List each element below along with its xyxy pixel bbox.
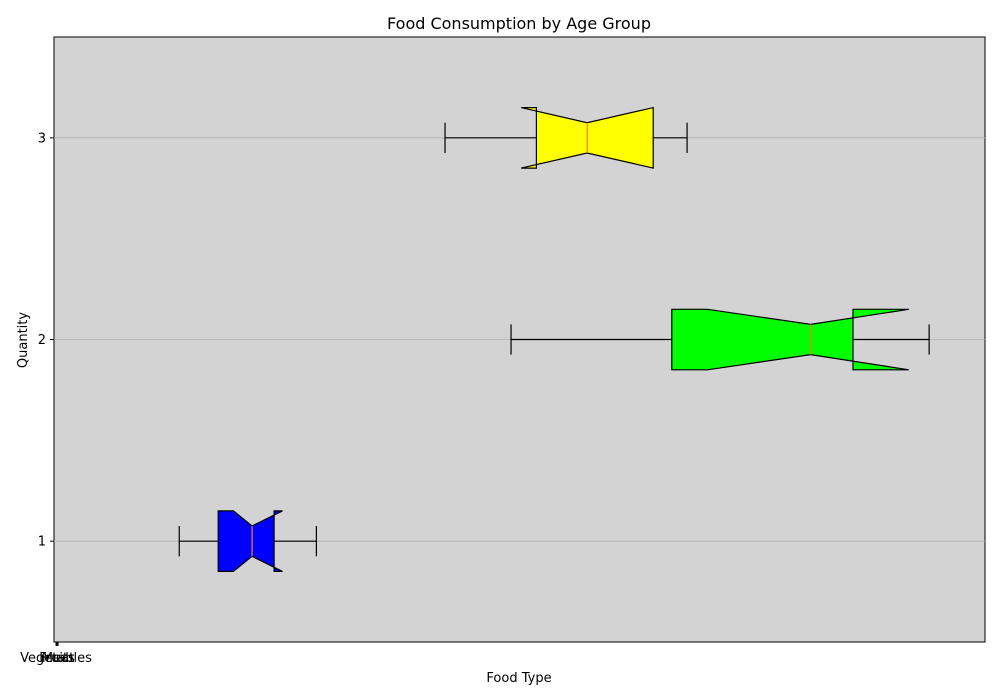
- chart-title: Food Consumption by Age Group: [387, 14, 651, 33]
- y-tick-label: 3: [38, 131, 46, 146]
- box-2: [510, 308, 930, 371]
- box-3: [444, 106, 688, 169]
- x-axis-title: Food Type: [486, 671, 551, 686]
- box-body: [671, 308, 909, 371]
- box-1: [178, 510, 317, 573]
- y-axis-title: Quantity: [16, 312, 31, 368]
- y-axis-ticks: 1 2 3: [38, 131, 54, 550]
- x-tick-label: Vegetables: [20, 651, 92, 666]
- x-tick-label: Fruits: [39, 651, 75, 666]
- box-body: [217, 510, 283, 573]
- x-tick-label: Meat: [42, 651, 74, 666]
- y-tick-label: 1: [38, 535, 46, 550]
- boxes: [178, 106, 930, 573]
- y-tick-label: 2: [38, 333, 46, 348]
